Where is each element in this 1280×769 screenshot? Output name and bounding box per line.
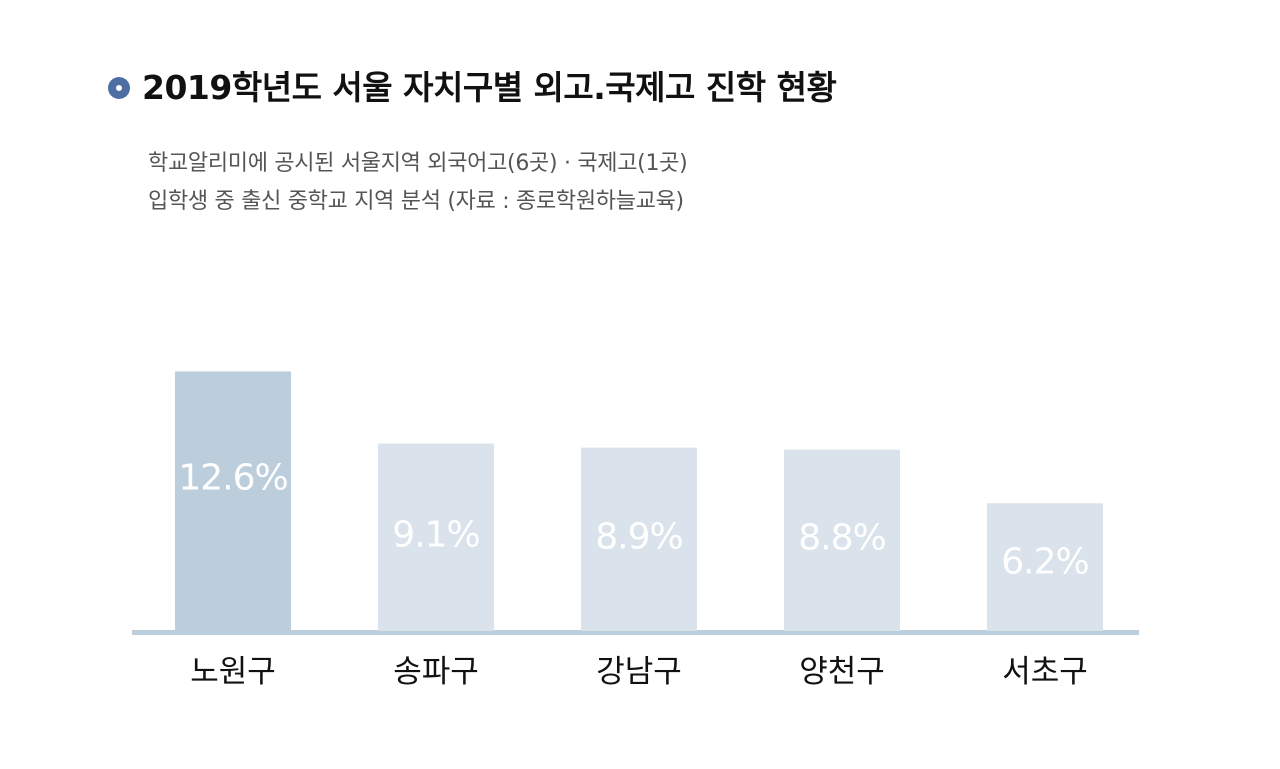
bar-3: [581, 447, 697, 631]
bar-value-label-3: 8.9%: [595, 516, 682, 557]
bar-5: [987, 503, 1103, 631]
chart-subtitle: 학교알리미에 공시된 서울지역 외국어고(6곳) · 국제고(1곳) 입학생 중…: [148, 145, 688, 221]
bar-value-label-5: 6.2%: [1001, 542, 1088, 583]
chart-title: 2019학년도 서울 자치구별 외고.국제고 진학 현황: [142, 68, 837, 107]
category-label-3: 강남구: [596, 654, 682, 690]
category-label-2: 송파구: [393, 654, 479, 690]
subtitle-line-2: 입학생 중 출신 중학교 지역 분석 (자료 : 종로학원하늘교육): [148, 189, 684, 214]
category-label-1: 노원구: [190, 654, 276, 690]
title-bullet-icon: [108, 77, 130, 99]
category-label-5: 서초구: [1002, 654, 1088, 690]
bar-4: [784, 449, 900, 631]
bar-value-label-2: 9.1%: [392, 515, 479, 556]
category-label-4: 양천구: [799, 654, 885, 690]
bar-value-label-4: 8.8%: [798, 517, 885, 558]
bar-2: [378, 443, 494, 631]
x-axis-baseline: [132, 630, 1139, 635]
chart-title-row: 2019학년도 서울 자치구별 외고.국제고 진학 현황: [108, 66, 837, 110]
bar-1: [175, 371, 291, 631]
bar-value-label-1: 12.6%: [178, 457, 287, 498]
subtitle-line-1: 학교알리미에 공시된 서울지역 외국어고(6곳) · 국제고(1곳): [148, 151, 688, 176]
